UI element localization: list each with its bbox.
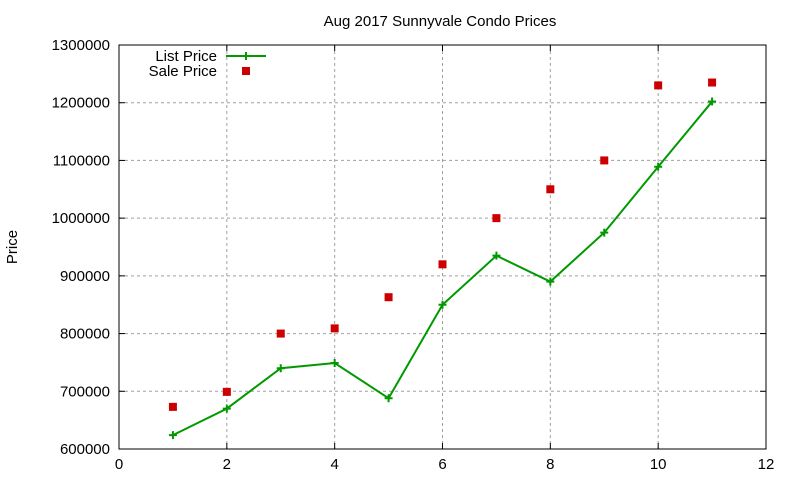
square-marker-icon <box>600 156 609 165</box>
y-tick-label: 1200000 <box>52 95 110 112</box>
square-marker-icon <box>168 402 177 411</box>
plus-marker-icon <box>384 394 393 403</box>
x-tick-label: 0 <box>115 456 123 473</box>
plus-marker-icon <box>168 431 177 440</box>
plus-marker-icon <box>330 359 339 368</box>
grid-lines <box>119 45 766 449</box>
plus-marker-icon <box>600 228 609 237</box>
y-tick-label: 800000 <box>60 326 110 343</box>
legend-label-list-price: List Price <box>155 48 217 65</box>
square-marker-icon <box>654 81 663 90</box>
legend: List Price Sale Price <box>149 48 266 80</box>
square-marker-icon <box>492 214 501 223</box>
plus-marker-icon <box>654 162 663 171</box>
y-tick-label: 600000 <box>60 441 110 458</box>
legend-label-sale-price: Sale Price <box>149 63 217 80</box>
y-tick-label: 1000000 <box>52 210 110 227</box>
x-tick-label: 6 <box>438 456 446 473</box>
y-tick-label: 1100000 <box>53 152 110 169</box>
plus-marker-icon <box>276 364 285 373</box>
legend-square-marker-icon <box>242 67 250 75</box>
x-tick-label: 8 <box>546 456 554 473</box>
plus-marker-icon <box>708 97 717 106</box>
square-marker-icon <box>276 329 285 338</box>
plus-marker-icon <box>438 300 447 309</box>
square-marker-icon <box>384 293 393 302</box>
x-tick-label: 12 <box>758 456 775 473</box>
square-marker-icon <box>438 260 447 269</box>
plus-marker-icon <box>222 404 231 413</box>
y-tick-label: 700000 <box>60 383 110 400</box>
x-tick-label: 2 <box>223 456 231 473</box>
square-marker-icon <box>708 78 717 87</box>
data-series <box>168 78 717 440</box>
legend-plus-marker-icon <box>242 52 250 60</box>
axis-ticks: 0 2 4 6 8 10 12 600000 700000 800000 900000 1000000… <box>52 37 775 473</box>
square-marker-icon <box>330 324 339 333</box>
chart-title: Aug 2017 Sunnyvale Condo Prices <box>324 13 557 30</box>
x-tick-label: 10 <box>650 456 667 473</box>
x-tick-label: 4 <box>330 456 338 473</box>
y-axis-label: Price <box>4 230 21 264</box>
plus-marker-icon <box>492 251 501 260</box>
square-marker-icon <box>222 387 231 396</box>
y-tick-label: 1300000 <box>52 37 110 54</box>
square-marker-icon <box>546 185 555 194</box>
y-tick-label: 900000 <box>60 268 110 285</box>
plus-marker-icon <box>546 277 555 286</box>
